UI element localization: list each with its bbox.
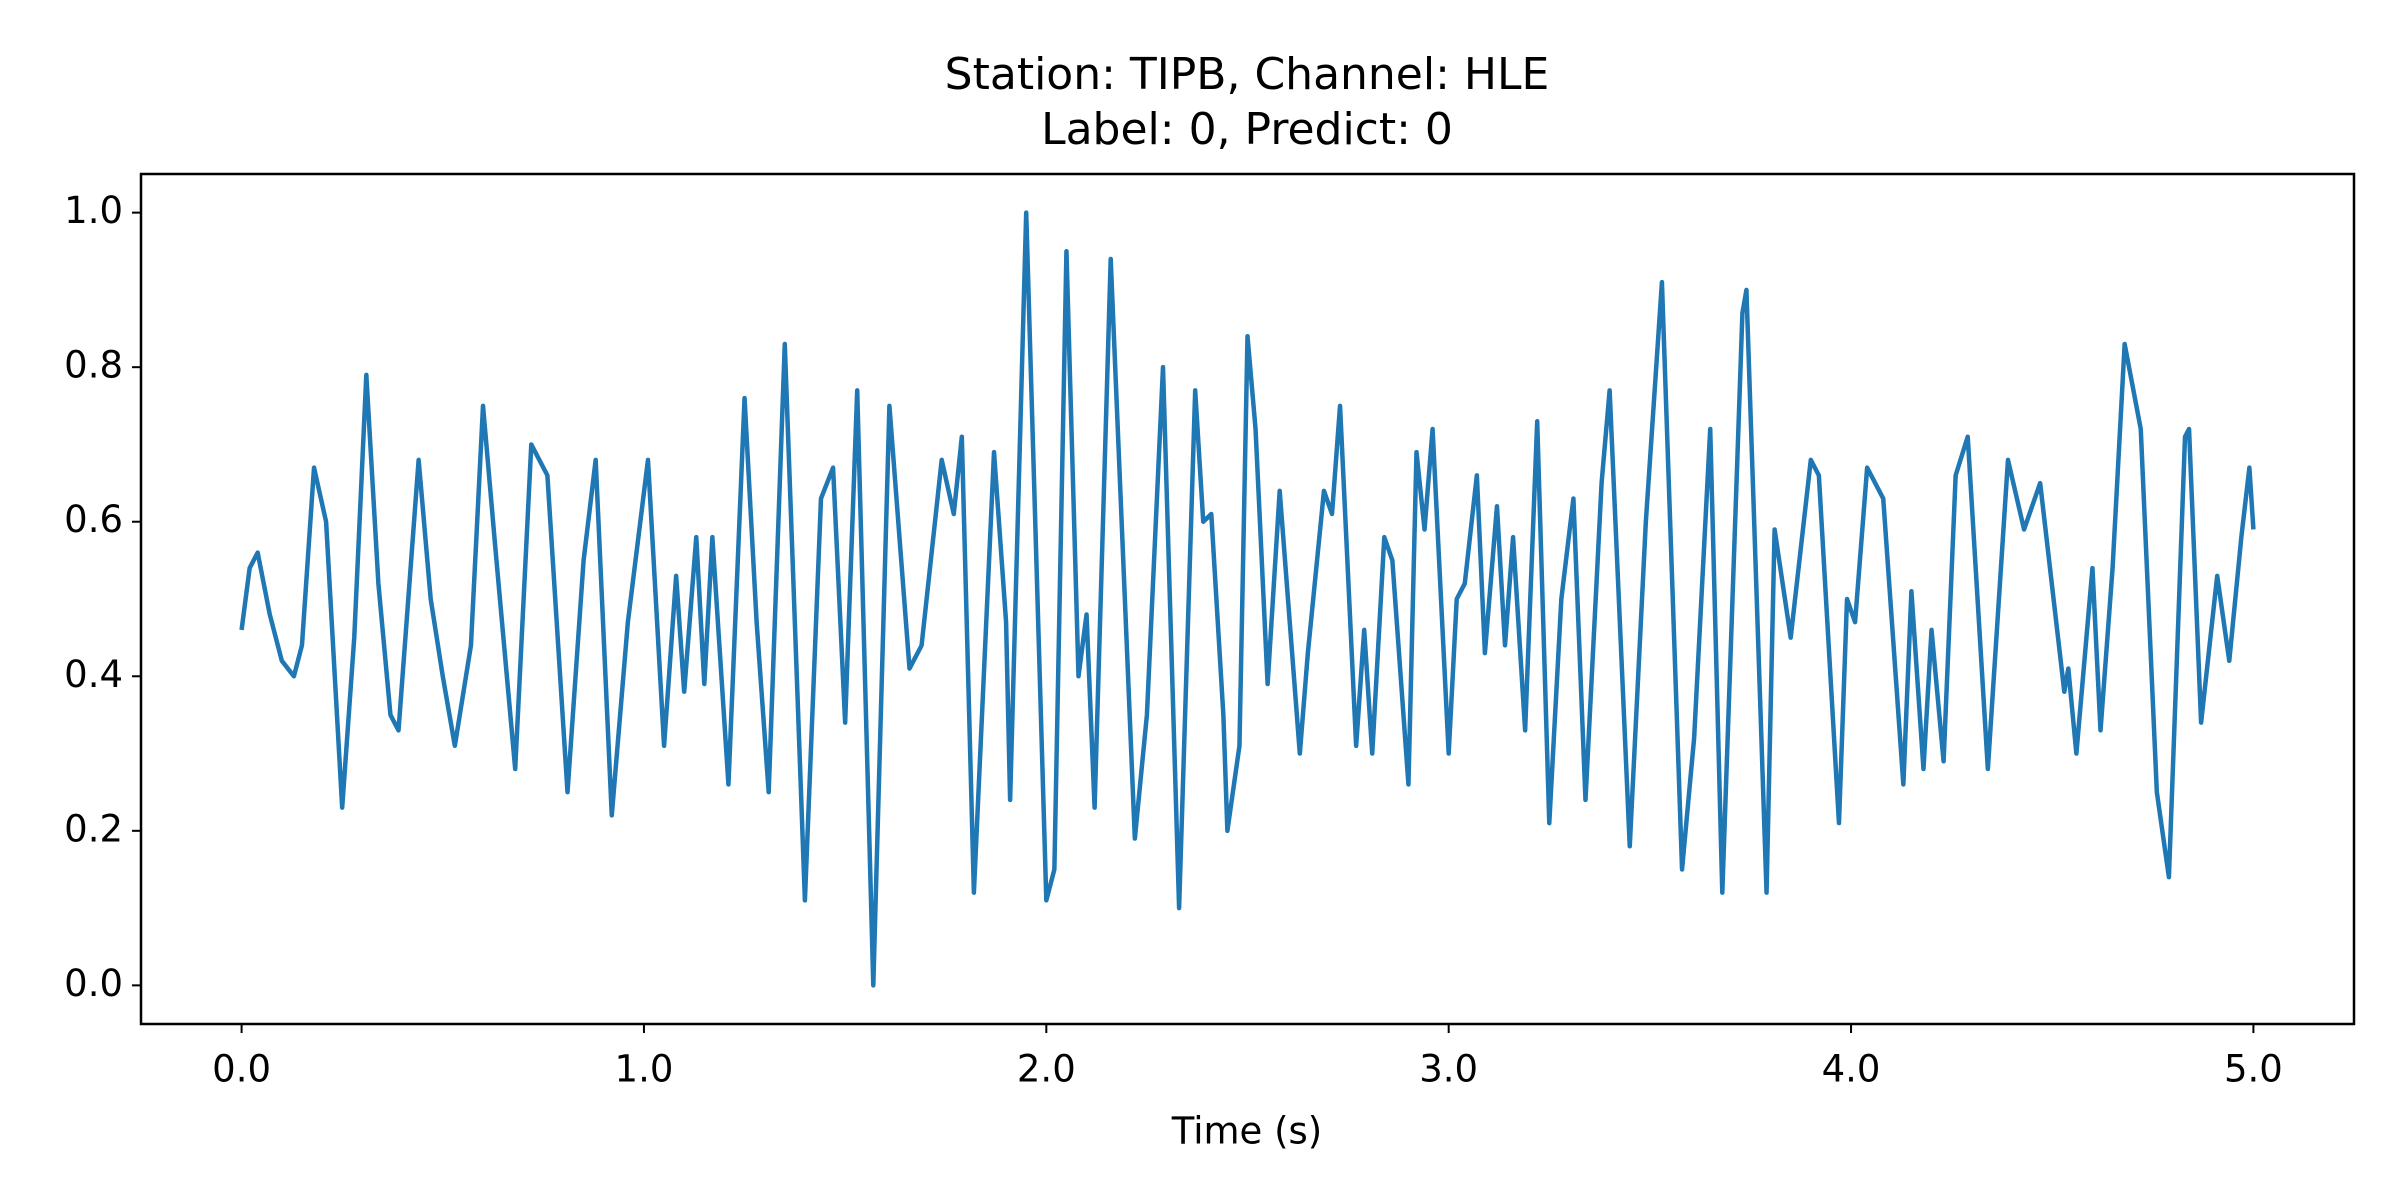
x-tick-label: 0.0 [212,1048,271,1091]
x-tick-label: 3.0 [1419,1048,1478,1091]
waveform-line [239,210,2256,988]
y-tick-label: 0.8 [64,344,123,387]
x-tick-label: 1.0 [615,1048,674,1091]
x-axis-label: Time (s) [1171,1110,1322,1153]
x-tick-label: 4.0 [1822,1048,1881,1091]
y-tick-label: 0.0 [64,962,123,1005]
y-tick-label: 0.6 [64,498,123,541]
axes-frame [139,172,2356,1026]
x-tick-label: 5.0 [2224,1048,2283,1091]
y-tick-label: 1.0 [64,189,123,232]
x-tick-label: 2.0 [1017,1048,1076,1091]
y-tick-label: 0.2 [64,807,123,850]
y-tick-label: 0.4 [64,653,123,696]
chart-title: Station: TIPB, Channel: HLE [945,49,1550,100]
chart-subtitle: Label: 0, Predict: 0 [1041,104,1453,155]
plot-area [239,210,2256,988]
